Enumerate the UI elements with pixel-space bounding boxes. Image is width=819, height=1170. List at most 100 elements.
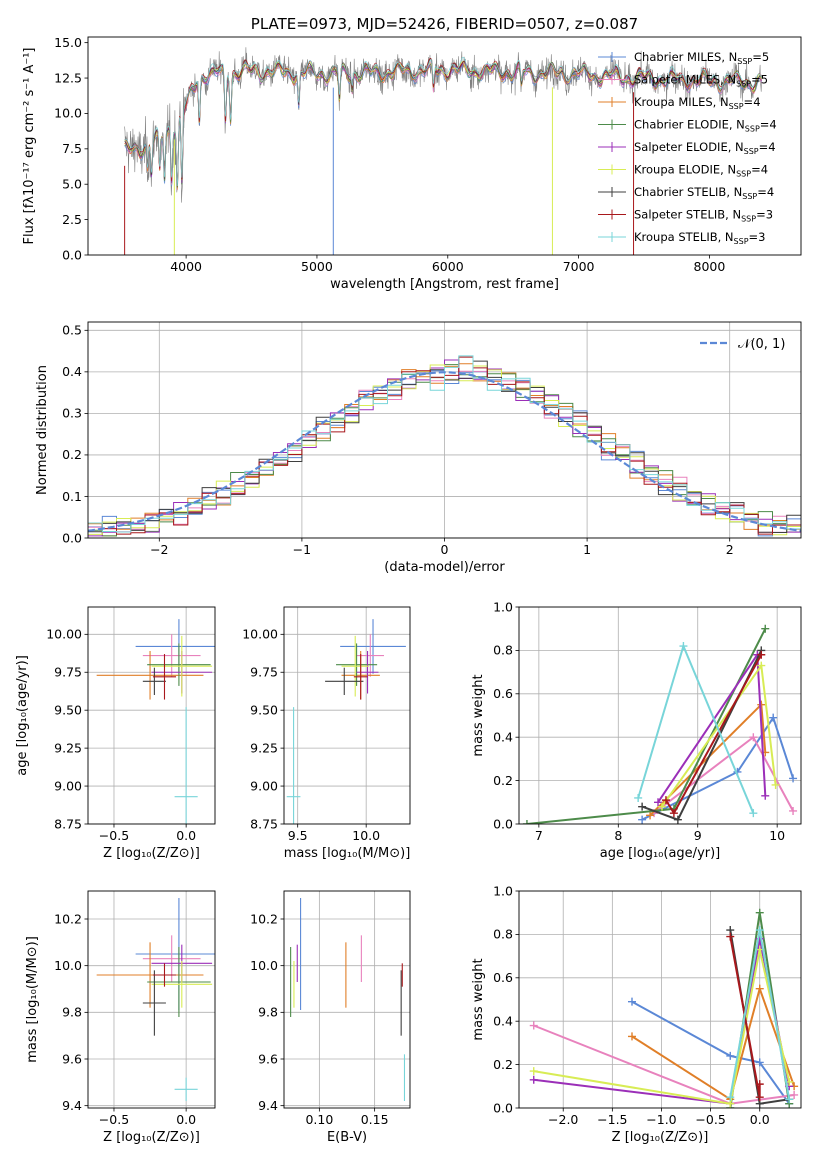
y-tick-label: 9.4: [258, 1098, 278, 1113]
axes-frame: [87, 890, 216, 1109]
model-spectrum-kroupa-stelib: [124, 57, 762, 187]
x-tick-label: 7000: [563, 259, 595, 274]
x-tick-label: 9.5: [288, 828, 308, 843]
weight-marker-kroupa-miles: [646, 811, 655, 820]
x-tick-label: 9: [694, 828, 702, 843]
weight-marker-chabrier-elodie: [761, 624, 770, 633]
weight-marker-chabrier-miles: [789, 774, 798, 783]
y-tick-label: 0.0: [62, 247, 82, 262]
weight-marker-kroupa-elodie: [771, 780, 780, 789]
y-tick-label: 10.2: [250, 911, 278, 926]
y-tick-label: 0.6: [493, 970, 513, 985]
y-tick-label: 10.00: [242, 627, 278, 642]
y-tick-label: 1.0: [493, 883, 513, 898]
histogram-salpeter-elodie: [88, 359, 801, 537]
weight-marker-kroupa-miles: [627, 1032, 636, 1041]
gaussian-curve: [88, 371, 801, 532]
weight-marker-kroupa-miles: [755, 984, 764, 993]
y-axis-label: Normed distribution: [35, 365, 50, 495]
x-tick-label: 0.0: [750, 1112, 770, 1127]
x-tick-label: −0.5: [99, 828, 129, 843]
weight-line-kroupa-miles: [631, 985, 796, 1101]
histogram-kroupa-stelib: [88, 355, 801, 533]
weight-marker-kroupa-elodie: [657, 802, 666, 811]
panel-weight-age: 7 8 9 10 0.0 0.2 0.4 0.6 0.8 1.0 age [log₁₀(age/yr…: [471, 599, 802, 861]
x-tick-label: −1: [293, 542, 311, 557]
weight-line-chabrier-miles: [631, 1000, 791, 1105]
weight-marker-kroupa-elodie: [529, 1067, 538, 1076]
y-tick-label: 9.8: [258, 1005, 278, 1020]
y-tick-label: 8.75: [54, 816, 82, 831]
axes-frame: [283, 890, 411, 1109]
axes-frame: [87, 36, 802, 256]
legend-label: Kroupa STELIB, NSSP=3: [634, 230, 766, 246]
x-tick-label: 8: [614, 828, 622, 843]
weight-marker-chabrier-elodie: [522, 820, 531, 824]
x-axis-label: wavelength [Angstrom, rest frame]: [330, 277, 559, 292]
y-tick-label: 0.3: [62, 406, 82, 421]
x-tick-label: 10.0: [352, 828, 380, 843]
x-tick-label: −1.0: [646, 1112, 676, 1127]
weight-marker-salpeter-miles: [790, 1090, 799, 1099]
plot-area-mass-z: [88, 891, 215, 1108]
x-axis-label: age [log₁₀(age/yr)]: [600, 846, 721, 861]
axes-frame: [518, 890, 802, 1109]
y-tick-label: 0.1: [62, 489, 82, 504]
x-axis-label: (data-model)/error: [384, 560, 505, 575]
y-tick-label: 10.0: [54, 958, 82, 973]
weight-marker-kroupa-stelib: [755, 926, 764, 935]
panel-mass-z: −0.5 0.0 9.4 9.6 9.8 10.0 10.2 Z [log₁₀(Z/Z⊙)] m…: [25, 890, 216, 1145]
y-tick-label: 0.8: [493, 927, 513, 942]
y-tick-label: 10.0: [250, 958, 278, 973]
weight-marker-chabrier-stelib: [638, 802, 647, 811]
x-axis-label: Z [log₁₀(Z/Z⊙)]: [103, 1130, 200, 1145]
weight-line-chabrier-elodie: [526, 628, 767, 824]
y-tick-label: 10.0: [54, 106, 82, 121]
x-tick-label: 0: [441, 542, 449, 557]
x-tick-label: −2.0: [548, 1112, 578, 1127]
y-tick-label: 2.5: [62, 212, 82, 227]
y-tick-label: 9.4: [62, 1098, 82, 1113]
y-tick-label: 9.50: [54, 702, 82, 717]
y-tick-label: 7.5: [62, 141, 82, 156]
x-axis-label: Z [log₁₀(Z/Z⊙)]: [103, 846, 200, 861]
panel-age-z: −0.5 0.0 8.75 9.00 9.25 9.50 9.75 10.00 Z [log₁₀…: [15, 606, 216, 861]
y-axis-label: mass weight: [471, 958, 486, 1040]
y-axis-label: age [log₁₀(age/yr)]: [15, 655, 30, 776]
y-tick-label: 9.6: [258, 1051, 278, 1066]
weight-marker-salpeter-elodie: [529, 1075, 538, 1084]
x-tick-label: −2: [150, 542, 168, 557]
panel-age-mass: 9.5 10.0 8.75 9.00 9.25 9.50 9.75 10.00 mass [lo…: [242, 606, 411, 861]
weight-marker-salpeter-stelib: [669, 809, 678, 818]
y-tick-label: 10.00: [46, 627, 82, 642]
weight-marker-chabrier-stelib: [673, 815, 682, 824]
weight-marker-chabrier-miles: [769, 713, 778, 722]
y-tick-label: 15.0: [54, 35, 82, 50]
plot-area-age-z: [88, 607, 215, 824]
spectrum-legend: Chabrier MILES, NSSP=5 Salpeter MILES, NS…: [598, 50, 777, 246]
y-tick-label: 0.4: [493, 730, 513, 745]
y-tick-label: 0.4: [62, 364, 82, 379]
y-tick-label: 0.2: [62, 447, 82, 462]
legend-label: Kroupa MILES, NSSP=4: [634, 95, 761, 111]
x-tick-label: 5000: [301, 259, 333, 274]
weight-marker-chabrier-miles: [627, 997, 636, 1006]
weight-marker-kroupa-stelib: [679, 642, 688, 651]
plot-area-weight-z: [519, 891, 801, 1108]
y-tick-label: 9.8: [62, 1005, 82, 1020]
weight-marker-kroupa-stelib: [749, 809, 758, 818]
weight-marker-salpeter-stelib: [755, 1080, 764, 1089]
y-tick-label: 9.75: [250, 665, 278, 680]
x-tick-label: −1.5: [597, 1112, 627, 1127]
histogram-kroupa-elodie: [88, 364, 801, 536]
y-tick-label: 10.2: [54, 911, 82, 926]
x-tick-label: 0.15: [361, 1112, 389, 1127]
weight-marker-salpeter-elodie: [761, 791, 770, 800]
y-tick-label: 8.75: [250, 816, 278, 831]
y-axis-label: Flux [fλ10⁻¹⁷ erg cm⁻² s⁻¹ A⁻¹]: [22, 48, 37, 245]
y-tick-label: 0.6: [493, 686, 513, 701]
weight-marker-chabrier-miles: [755, 1058, 764, 1067]
axes-frame: [518, 606, 802, 825]
y-tick-label: 9.00: [250, 778, 278, 793]
panel-weight-z: −2.0 −1.5 −1.0 −0.5 0.0 0.0 0.2 0.4 0.6 0.8 1.0 Z […: [471, 883, 802, 1145]
